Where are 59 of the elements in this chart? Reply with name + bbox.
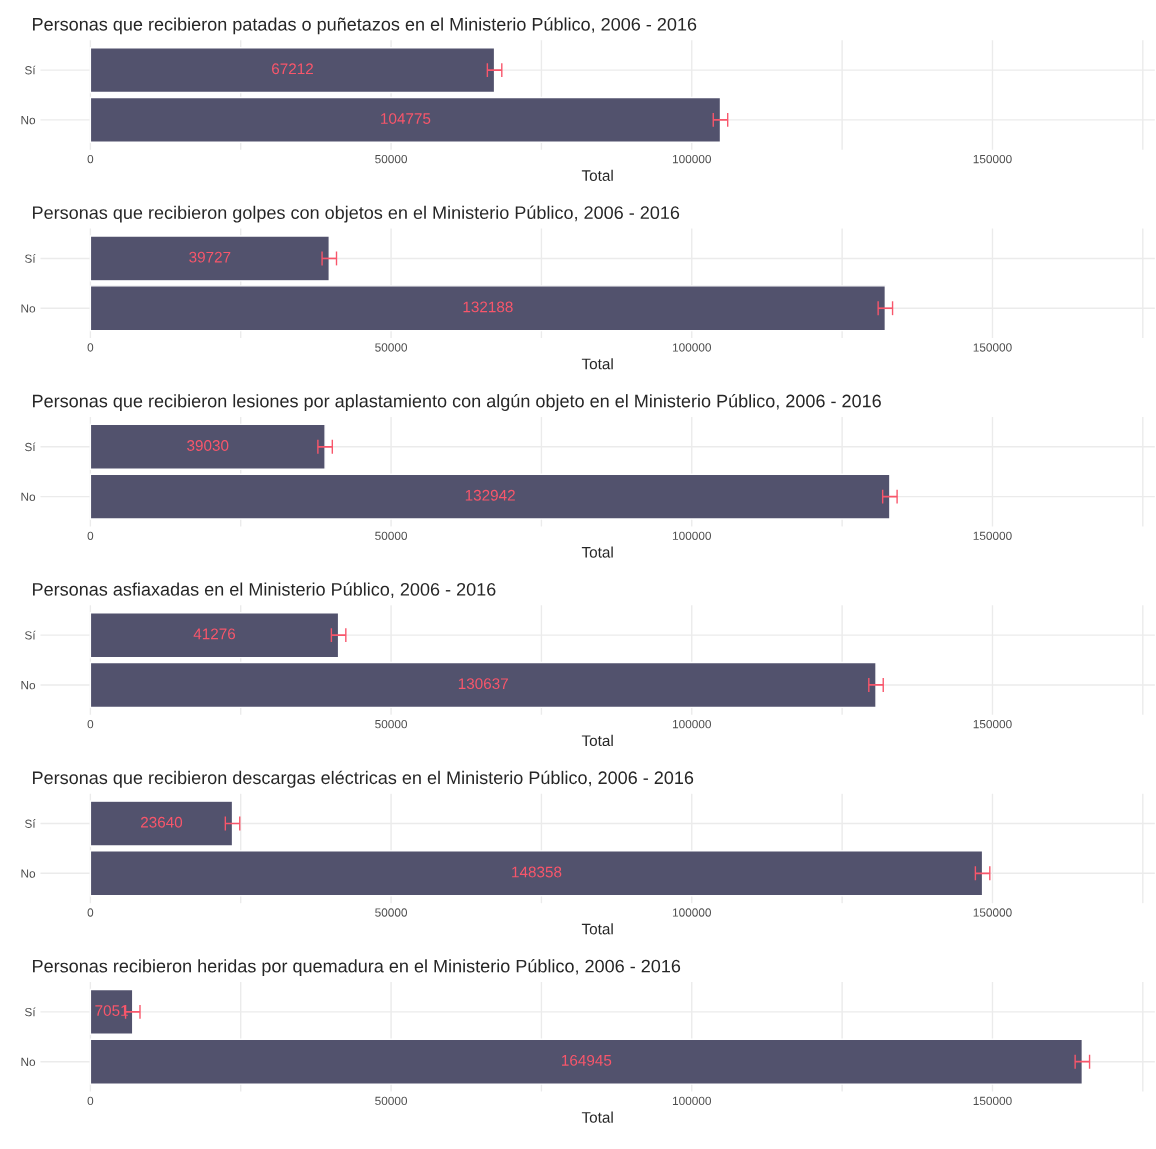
y-tick-label: Sí	[24, 254, 36, 263]
x-tick-label: 50000	[375, 908, 408, 917]
x-axis-title: Total	[581, 358, 613, 370]
data-label: 132188	[463, 301, 513, 313]
y-tick-label: Sí	[24, 630, 36, 640]
y-tick-label: No	[21, 304, 36, 313]
x-axis-title: Total	[581, 734, 613, 747]
x-tick-label: 50000	[375, 1096, 408, 1106]
x-tick-label: 150000	[973, 343, 1012, 352]
x-tick-label: 150000	[973, 154, 1012, 164]
x-tick-label: 150000	[973, 908, 1012, 917]
x-axis-title: Total	[581, 923, 613, 935]
x-tick-label: 0	[87, 531, 94, 540]
chart-title: Personas recibieron heridas por quemadura en el Ministerio Público, 2006 - 2016	[33, 959, 681, 977]
x-tick-label: 150000	[973, 719, 1012, 729]
data-label: 39727	[189, 251, 231, 263]
data-label: 148358	[512, 866, 562, 878]
x-tick-label: 0	[87, 1096, 94, 1106]
y-tick-label: No	[21, 681, 36, 690]
data-label: 164945	[562, 1054, 612, 1066]
x-tick-label: 150000	[973, 531, 1012, 540]
data-label: 67212	[272, 63, 313, 75]
chart-title: Personas asfiaxadas en el Ministerio Público, 2006 - 2016	[33, 582, 496, 598]
y-tick-label: Sí	[24, 65, 36, 75]
chart-title: Personas que recibieron lesiones por aplastamiento con algún objeto en el Ministerio Público, 2006 - 2016	[33, 393, 881, 411]
x-tick-label: 50000	[375, 343, 408, 352]
data-label: 39030	[187, 440, 229, 451]
x-axis-title: Total	[581, 546, 613, 558]
x-tick-label: 100000	[672, 908, 712, 917]
x-tick-label: 50000	[375, 154, 408, 164]
x-tick-label: 150000	[973, 1096, 1012, 1106]
y-tick-label: Sí	[24, 442, 36, 452]
x-tick-label: 0	[87, 719, 94, 729]
x-tick-label: 0	[87, 343, 94, 352]
y-tick-label: No	[21, 116, 36, 125]
data-label: 41276	[193, 628, 236, 640]
data-label: 132942	[465, 489, 515, 501]
x-tick-label: 100000	[672, 343, 712, 352]
y-tick-label: No	[21, 1057, 36, 1067]
y-tick-label: No	[21, 869, 36, 878]
x-tick-label: 100000	[672, 719, 712, 729]
x-axis-title: Total	[581, 1111, 613, 1123]
x-tick-label: 100000	[672, 1096, 712, 1106]
chart-title: Personas que recibieron descargas eléctricas en el Ministerio Público, 2006 - 2016	[33, 770, 694, 788]
x-tick-label: 100000	[672, 154, 712, 164]
x-tick-label: 50000	[375, 531, 408, 540]
x-tick-label: 100000	[672, 531, 712, 540]
data-label: 104775	[381, 113, 431, 124]
x-tick-label: 0	[87, 154, 94, 164]
y-tick-label: No	[21, 492, 36, 501]
y-tick-label: Sí	[24, 1007, 36, 1017]
chart-title: Personas que recibieron golpes con objetos en el Ministerio Público, 2006 - 2016	[33, 205, 680, 223]
y-tick-label: Sí	[24, 819, 36, 828]
x-tick-label: 0	[87, 908, 94, 917]
x-tick-label: 50000	[375, 719, 408, 729]
chart-title: Personas que recibieron patadas o puñetazos en el Ministerio Público, 2006 - 2016	[33, 17, 697, 35]
data-label: 130637	[458, 678, 508, 690]
x-axis-title: Total	[581, 169, 613, 181]
data-label: 23640	[140, 816, 183, 828]
